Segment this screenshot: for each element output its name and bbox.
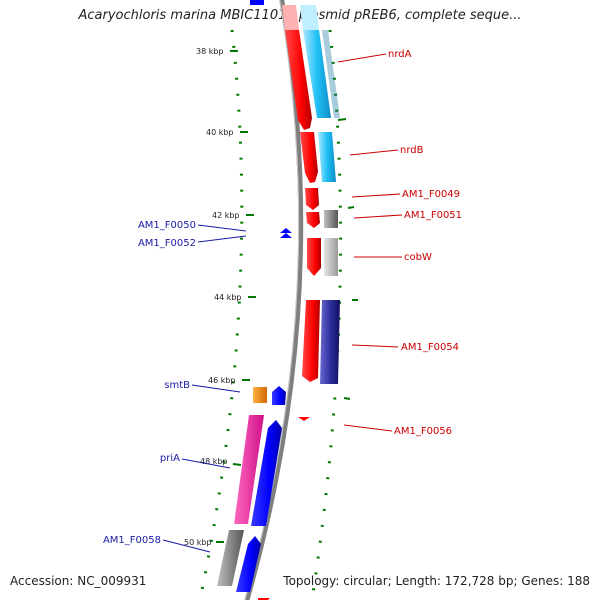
cds-nrdA-top: [300, 5, 319, 30]
tick-40kbp: 40 kbp: [206, 128, 248, 137]
gene-cobW: [307, 238, 321, 276]
leader-nrdB: [349, 149, 399, 156]
leader-smtB: [191, 384, 241, 393]
leader-AM1_F0052: [197, 235, 247, 243]
leader-AM1_F0050: [197, 224, 247, 232]
tick-42kbp: 42 kbp: [212, 211, 254, 220]
cds-AM1_F0058: [217, 530, 244, 586]
label-AM1_F0056: AM1_F0056: [394, 426, 452, 437]
gene-AM1_F0050: [280, 228, 292, 233]
tick-label: 38 kbp: [196, 47, 224, 56]
label-AM1_F0051: AM1_F0051: [404, 210, 462, 221]
label-AM1_F0050: AM1_F0050: [138, 220, 196, 231]
tick-label: 48 kbp: [200, 457, 228, 466]
gene-nrdA-top: [282, 5, 299, 30]
cds-priA-pink: [234, 415, 264, 524]
gene-AM1_F0052: [280, 233, 292, 238]
label-priA: priA: [160, 453, 180, 464]
gene-AM1_F0051: [306, 212, 320, 228]
tick-label: 46 kbp: [208, 376, 236, 385]
label-cobW: cobW: [404, 252, 432, 263]
gene-labels: nrdA nrdB AM1_F0049 AM1_F0051 cobW AM1_F…: [103, 49, 462, 546]
label-AM1_F0058: AM1_F0058: [103, 535, 161, 546]
gene-AM1_F0049: [305, 188, 319, 210]
cds-cobW: [324, 238, 338, 276]
label-nrdA: nrdA: [388, 49, 412, 60]
tick-48kbp: 48 kbp: [200, 457, 228, 466]
leader-priA: [181, 458, 231, 469]
leader-AM1_F0054: [351, 344, 399, 348]
tick-label: 44 kbp: [214, 293, 242, 302]
cds-AM1_F0054: [320, 300, 340, 384]
tick-label: 42 kbp: [212, 211, 240, 220]
leader-AM1_F0056: [343, 424, 393, 432]
tick-label: 50 kbp: [184, 538, 212, 547]
gene-smtB: [253, 387, 267, 403]
gene-top-fragment: [250, 0, 264, 5]
tick-46kbp: 46 kbp: [208, 376, 250, 385]
tick-44kbp: 44 kbp: [214, 293, 256, 302]
label-AM1_F0054: AM1_F0054: [401, 342, 459, 353]
leader-lines: [162, 53, 403, 553]
leader-AM1_F0058: [162, 539, 211, 553]
gene-nrdB: [300, 132, 318, 183]
accession-label: Accession: NC_009931: [10, 574, 147, 588]
cds-nrdA: [303, 30, 331, 118]
tick-label: 40 kbp: [206, 128, 234, 137]
label-smtB: smtB: [164, 380, 190, 391]
gene-AM1_F0056: [298, 417, 310, 421]
map-title: Acaryochloris marina MBIC11017 plasmid p…: [78, 8, 522, 23]
cds-nrdA-stripe: [322, 30, 340, 118]
gene-AM1_F0054: [302, 300, 320, 382]
tick-50kbp: 50 kbp: [184, 538, 224, 547]
label-AM1_F0052: AM1_F0052: [138, 238, 196, 249]
leader-AM1_F0049: [351, 193, 401, 198]
label-AM1_F0049: AM1_F0049: [402, 189, 460, 200]
leader-nrdA: [337, 53, 387, 63]
gene-priA: [251, 420, 282, 526]
gene-nrdA: [285, 30, 312, 130]
label-nrdB: nrdB: [400, 145, 424, 156]
reverse-features: [217, 0, 292, 592]
cds-nrdB: [318, 132, 336, 182]
gc-dash-marks: [232, 118, 358, 466]
gene-AM1_F0058: [236, 536, 261, 592]
cds-AM1_F0051: [324, 210, 338, 228]
cds-smtB: [272, 386, 286, 405]
forward-features: [258, 5, 340, 600]
leader-AM1_F0051: [353, 214, 403, 219]
tick-38kbp: 38 kbp: [196, 47, 238, 56]
scale-ticks: 38 kbp 40 kbp 42 kbp 44 kbp 46 kbp 48 kb…: [184, 47, 256, 547]
topology-summary: Topology: circular; Length: 172,728 bp; …: [283, 574, 590, 588]
